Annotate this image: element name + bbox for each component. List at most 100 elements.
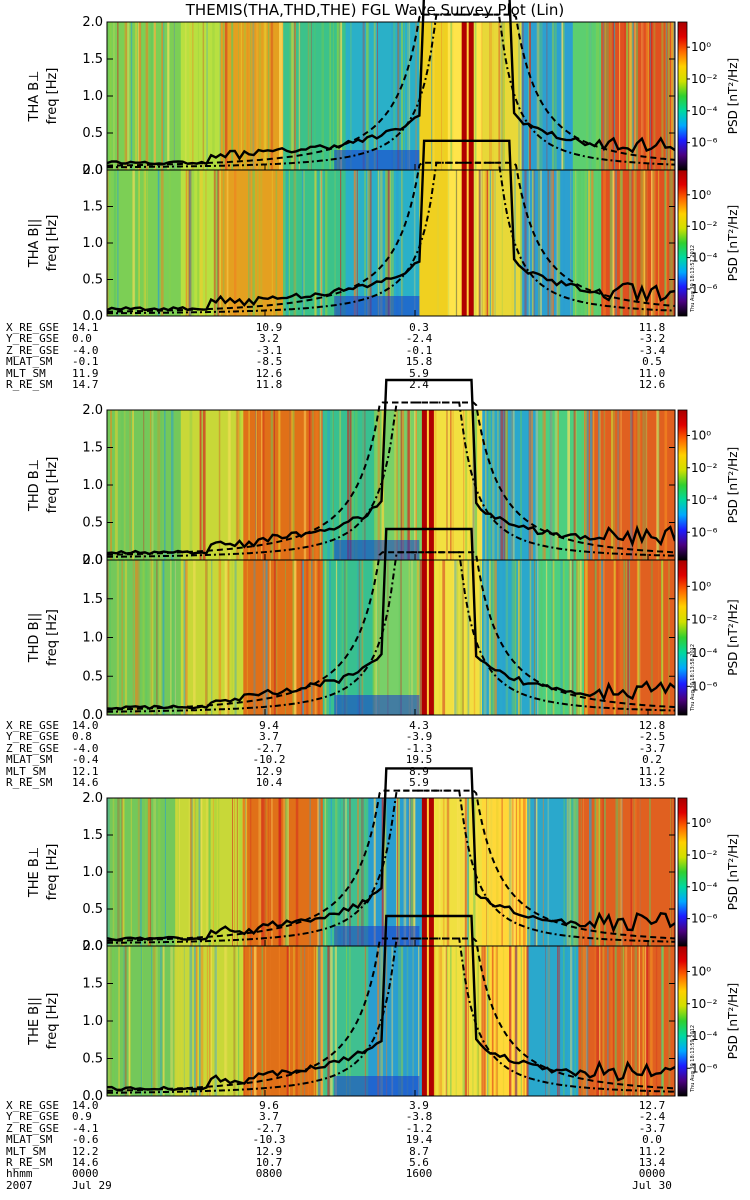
spectral-striation bbox=[636, 560, 640, 715]
spectral-striation bbox=[656, 410, 659, 560]
spectral-striation bbox=[403, 798, 407, 946]
spectrogram-panel bbox=[107, 378, 675, 560]
cyclotron-curve bbox=[107, 937, 675, 1092]
spectral-striation bbox=[581, 410, 584, 560]
spectral-striation bbox=[535, 410, 539, 560]
spectral-striation bbox=[634, 170, 637, 316]
y-tick-label: 0.5 bbox=[82, 902, 103, 917]
spectral-striation bbox=[502, 946, 505, 1096]
spectral-striation bbox=[463, 798, 465, 946]
spectral-striation bbox=[162, 560, 165, 715]
spectral-striation bbox=[391, 170, 394, 316]
ephemeris-value: -3.8 bbox=[405, 1110, 433, 1124]
spectral-striation bbox=[652, 170, 656, 316]
spectral-striation bbox=[415, 22, 417, 170]
spectral-striation bbox=[135, 560, 138, 715]
spectral-striation bbox=[168, 170, 171, 316]
spectral-striation bbox=[603, 170, 604, 316]
panel-probe-label: THE B⊥ bbox=[27, 847, 42, 898]
spectral-striation bbox=[502, 22, 503, 170]
spectral-striation bbox=[438, 946, 440, 1096]
low-frequency-band bbox=[334, 1076, 420, 1096]
spectral-striation bbox=[377, 22, 378, 170]
ephemeris-row-label: R_RE_SM bbox=[6, 776, 53, 789]
spectral-striation bbox=[373, 22, 376, 170]
spectral-striation bbox=[385, 798, 387, 946]
spectral-striation bbox=[252, 170, 255, 316]
spectral-striation bbox=[431, 22, 433, 170]
spectral-striation bbox=[303, 410, 307, 560]
spectral-striation bbox=[227, 560, 230, 715]
spectral-striation bbox=[279, 22, 282, 170]
y-tick-label: 1.0 bbox=[82, 89, 103, 104]
spectral-striation bbox=[194, 798, 196, 946]
spectral-striation bbox=[551, 560, 553, 715]
spectral-striation bbox=[520, 170, 522, 316]
spectral-striation bbox=[644, 170, 646, 316]
spectral-striation bbox=[596, 946, 600, 1096]
spectral-striation bbox=[170, 560, 172, 715]
spectral-striation bbox=[149, 410, 152, 560]
spectral-striation bbox=[366, 22, 369, 170]
spectral-striation bbox=[320, 170, 322, 316]
spectral-striation bbox=[177, 798, 179, 946]
spectral-striation bbox=[611, 410, 613, 560]
spectral-striation bbox=[638, 560, 640, 715]
spectral-striation bbox=[635, 560, 637, 715]
spectral-striation bbox=[644, 170, 647, 316]
spectral-striation bbox=[127, 22, 130, 170]
ephemeris-value: -10.2 bbox=[252, 753, 286, 767]
spectral-striation bbox=[153, 798, 156, 946]
spectral-striation bbox=[158, 798, 161, 946]
spectral-striation bbox=[199, 946, 201, 1096]
spectral-striation bbox=[263, 560, 266, 715]
spectral-striation bbox=[394, 410, 397, 560]
spectral-striation bbox=[171, 560, 174, 715]
spectral-striation bbox=[335, 560, 338, 715]
spectral-striation bbox=[205, 560, 208, 715]
plot-timestamp: Thu Aug 30 18:13:59 2012 bbox=[690, 1025, 696, 1093]
spectral-striation bbox=[484, 946, 486, 1096]
spectral-striation bbox=[234, 170, 237, 316]
spectral-striation bbox=[503, 410, 506, 560]
spectral-striation bbox=[554, 22, 557, 170]
spectral-striation bbox=[243, 22, 246, 170]
spectral-region bbox=[578, 798, 675, 946]
spectral-striation bbox=[412, 946, 414, 1096]
spectral-striation bbox=[503, 22, 505, 170]
ephemeris-row-label: X_RE_GSE bbox=[6, 321, 59, 334]
spectral-striation bbox=[157, 170, 160, 316]
spectral-striation bbox=[529, 410, 531, 560]
spectral-striation bbox=[472, 410, 475, 560]
spectral-striation bbox=[147, 798, 151, 946]
spectral-striation bbox=[514, 170, 516, 316]
ephemeris-value: 10.9 bbox=[255, 321, 283, 334]
spectral-striation bbox=[448, 170, 450, 316]
y-tick-label: 0.5 bbox=[82, 669, 103, 684]
spectral-striation bbox=[293, 946, 295, 1096]
spectral-striation bbox=[201, 410, 203, 560]
panel-probe-label: THD B|| bbox=[27, 613, 42, 664]
colorbar bbox=[677, 559, 688, 716]
spectral-striation bbox=[334, 946, 337, 1096]
spectral-striation bbox=[576, 560, 578, 715]
perigee-line bbox=[426, 410, 429, 560]
spectral-striation bbox=[185, 170, 188, 316]
spectral-striation bbox=[399, 410, 401, 560]
spectral-striation bbox=[628, 170, 630, 316]
spectral-striation bbox=[140, 946, 142, 1096]
spectral-striation bbox=[334, 170, 336, 316]
spectral-striation bbox=[583, 798, 584, 946]
spectral-striation bbox=[158, 560, 162, 715]
spectral-striation bbox=[487, 946, 490, 1096]
spectral-striation bbox=[350, 22, 352, 170]
spectral-striation bbox=[412, 946, 415, 1096]
spectral-striation bbox=[264, 22, 267, 170]
spectral-striation bbox=[593, 410, 595, 560]
spectral-striation bbox=[595, 22, 599, 170]
spectral-striation bbox=[398, 560, 401, 715]
panel-probe-label: THD B⊥ bbox=[27, 459, 42, 512]
low-frequency-band bbox=[334, 296, 420, 316]
spectral-striation bbox=[626, 22, 628, 170]
spectral-striation bbox=[554, 410, 557, 560]
